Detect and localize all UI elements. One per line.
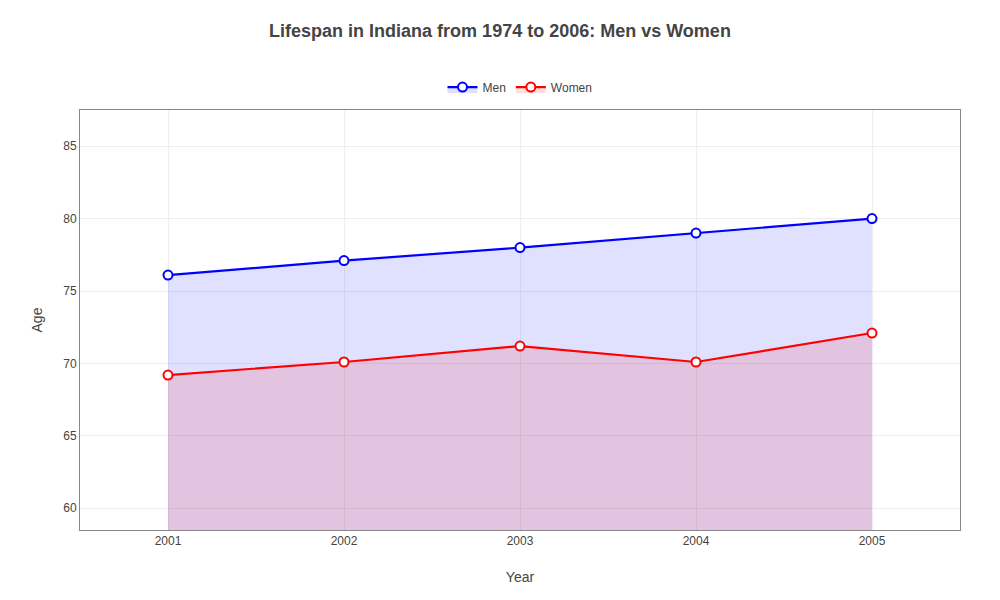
svg-text:Lifespan in Indiana from 1974: Lifespan in Indiana from 1974 to 2006: M… xyxy=(269,21,731,41)
svg-text:70: 70 xyxy=(63,357,77,371)
svg-text:Age: Age xyxy=(29,307,45,332)
svg-text:2002: 2002 xyxy=(331,534,358,548)
svg-text:2001: 2001 xyxy=(155,534,182,548)
svg-text:Women: Women xyxy=(551,81,592,95)
svg-text:2004: 2004 xyxy=(683,534,710,548)
svg-text:80: 80 xyxy=(63,212,77,226)
svg-text:Year: Year xyxy=(506,569,535,585)
svg-text:75: 75 xyxy=(63,284,77,298)
svg-text:60: 60 xyxy=(63,501,77,515)
svg-text:Men: Men xyxy=(483,81,506,95)
svg-text:2005: 2005 xyxy=(859,534,886,548)
svg-text:65: 65 xyxy=(63,429,77,443)
svg-text:85: 85 xyxy=(63,139,77,153)
svg-text:2003: 2003 xyxy=(507,534,534,548)
